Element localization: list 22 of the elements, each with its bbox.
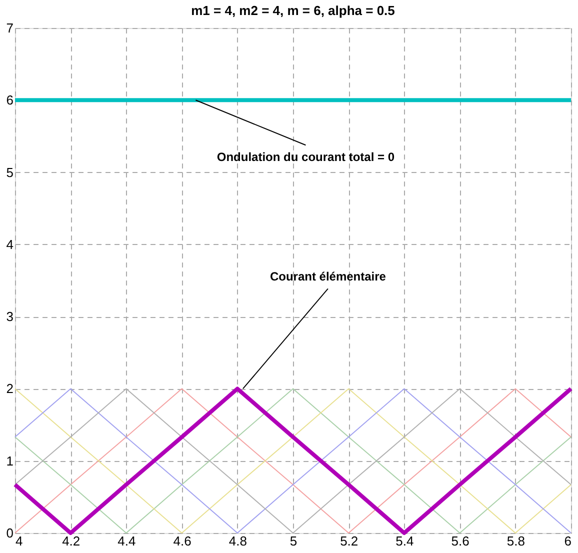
x-tick-label: 4 [16, 534, 23, 548]
y-tick-label: 0 [6, 526, 14, 540]
chart-title: m1 = 4, m2 = 4, m = 6, alpha = 0.5 [191, 3, 395, 18]
y-tick-label: 3 [6, 309, 14, 324]
x-tick-label: 5.8 [506, 534, 525, 548]
x-tick-label: 4.6 [173, 534, 192, 548]
x-tick-label: 5.4 [396, 534, 414, 548]
x-tick-label: 6 [564, 534, 572, 548]
x-tick-label: 5.2 [340, 534, 358, 548]
y-tick-label: 2 [6, 381, 14, 396]
annotation: Courant élémentaire [270, 270, 386, 284]
x-tick-label: 4.4 [118, 534, 136, 548]
x-tick-label: 5.6 [451, 534, 470, 548]
x-tick-label: 4.2 [62, 534, 80, 548]
y-tick-label: 1 [6, 453, 14, 468]
y-tick-label: 4 [6, 236, 14, 252]
x-tick-label: 5 [290, 534, 298, 548]
x-tick-label: 4.8 [228, 534, 247, 548]
annotation: Ondulation du courant total = 0 [216, 150, 395, 164]
y-tick-label: 6 [6, 92, 14, 108]
y-tick-label: 7 [6, 20, 14, 36]
y-tick-label: 5 [6, 164, 14, 180]
